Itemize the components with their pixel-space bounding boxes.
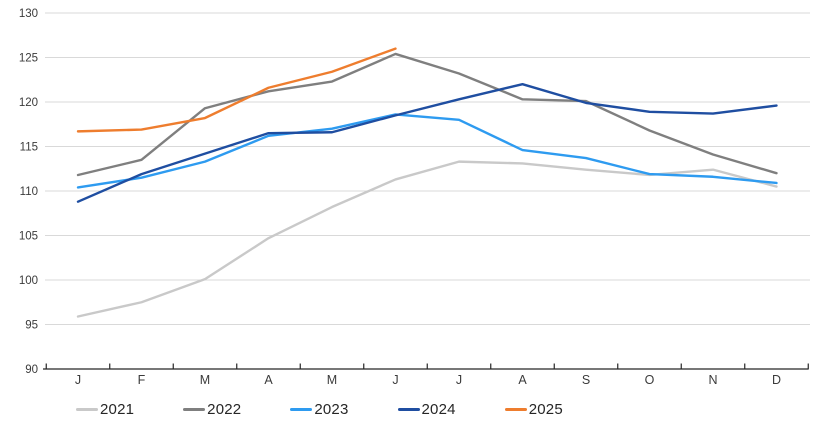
legend-swatch-2022 xyxy=(183,407,206,411)
series-line-2021 xyxy=(76,160,778,318)
y-axis-label-120: 120 xyxy=(19,97,38,109)
legend-swatch-2024 xyxy=(397,407,420,411)
legend-item-2025: 2025 xyxy=(504,400,563,418)
x-axis-label-N-10: N xyxy=(708,373,717,387)
series-line-2023 xyxy=(76,113,778,189)
series-line-2025 xyxy=(76,47,397,133)
x-axis-label-F-1: F xyxy=(138,373,146,387)
x-axis-label-S-8: S xyxy=(582,373,590,387)
x-axis-label-A-7: A xyxy=(518,373,527,387)
chart-legend: 2021 2022 2023 2024 2025 xyxy=(0,392,820,426)
plot-area: 90 95 100 105 110 115 120 125 130 J F M A M J J A S O N D xyxy=(19,8,810,387)
x-axis-label-J-5: J xyxy=(392,373,398,387)
legend-label-2025: 2025 xyxy=(528,400,563,418)
y-axis-label-115: 115 xyxy=(20,142,38,154)
x-axis-label-M-2: M xyxy=(200,373,210,387)
y-axis-label-100: 100 xyxy=(19,275,38,287)
y-axis-label-110: 110 xyxy=(20,186,38,198)
legend-label-2021: 2021 xyxy=(100,400,135,418)
x-axis-label-A-3: A xyxy=(264,373,273,387)
legend-label-2024: 2024 xyxy=(421,400,456,418)
legend-item-2023: 2023 xyxy=(290,401,348,418)
legend-item-2022: 2022 xyxy=(183,401,241,418)
y-axis-label-125: 125 xyxy=(19,53,38,65)
y-axis-label-95: 95 xyxy=(25,320,38,332)
series-line-2022 xyxy=(76,52,778,177)
legend-label-2023: 2023 xyxy=(314,400,349,418)
legend-swatch-2021 xyxy=(76,407,98,411)
x-axis-label-O-9: O xyxy=(645,373,655,387)
y-axis-label-130: 130 xyxy=(19,8,38,20)
y-axis-label-90: 90 xyxy=(25,364,38,376)
legend-item-2024: 2024 xyxy=(397,400,456,418)
x-axis-label-J-0: J xyxy=(75,373,81,387)
legend-label-2022: 2022 xyxy=(207,400,242,418)
x-axis-label-J-6: J xyxy=(456,373,462,387)
legend-item-2021: 2021 xyxy=(76,401,134,418)
series-line-2024 xyxy=(76,82,778,203)
y-axis-label-105: 105 xyxy=(19,231,38,243)
legend-swatch-2023 xyxy=(290,407,313,411)
legend-swatch-2025 xyxy=(504,407,527,411)
x-axis-label-M-4: M xyxy=(327,373,337,387)
x-axis-label-D-11: D xyxy=(772,373,781,387)
